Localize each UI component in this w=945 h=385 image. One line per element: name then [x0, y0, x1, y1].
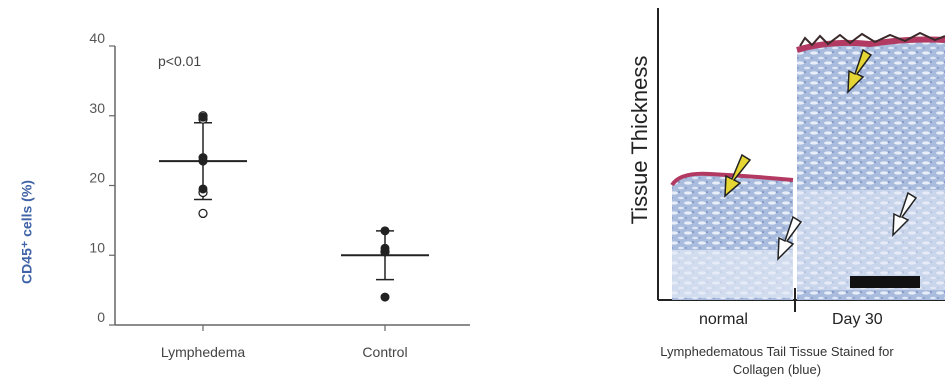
white-arrow-day30 [892, 191, 918, 237]
data-point-open [198, 208, 208, 219]
y-tick-label: 20 [89, 170, 105, 186]
data-point-filled [198, 112, 208, 122]
figure-caption: Lymphedematous Tail Tissue Stained for C… [612, 343, 942, 379]
panel-label-normal: normal [699, 311, 748, 328]
tissue-thickness-label: Tissue Thickness [627, 55, 652, 225]
caption-line-2: Collagen (blue) [732, 362, 822, 377]
normal-epidermis [670, 171, 794, 187]
x-tick-label: Lymphedema [161, 344, 246, 360]
normal-subcutis [672, 250, 793, 298]
histology-image [657, 8, 945, 312]
white-arrow-normal [777, 215, 803, 261]
scatter-plot: 0 10 20 30 40 Lymphedema Control p<0.01 [89, 30, 470, 360]
x-tick-label: Control [362, 344, 407, 360]
data-point-filled [380, 247, 390, 257]
y-axis-label: CD45⁺ cells (%) [18, 180, 35, 284]
data-point-filled [198, 156, 208, 166]
y-tick-label: 0 [97, 309, 105, 325]
plot-axes: 0 10 20 30 40 Lymphedema Control p<0.01 [89, 30, 470, 360]
plot-marks [159, 111, 429, 302]
data-point-filled [198, 184, 208, 194]
y-tick-label: 40 [89, 30, 105, 46]
caption-line-1: Lymphedematous Tail Tissue Stained for [660, 344, 894, 359]
p-value-annotation: p<0.01 [158, 53, 201, 69]
data-point-filled [380, 292, 390, 302]
panel-label-day30: Day 30 [832, 311, 883, 328]
day30-epidermis [796, 36, 945, 53]
scale-bar [850, 276, 920, 288]
y-tick-label: 30 [89, 100, 105, 116]
yellow-arrow-day30 [847, 48, 873, 94]
day30-subcutis [797, 190, 945, 290]
y-tick-label: 10 [89, 239, 105, 255]
data-point-filled [380, 226, 390, 236]
yellow-arrow-normal [724, 153, 752, 198]
